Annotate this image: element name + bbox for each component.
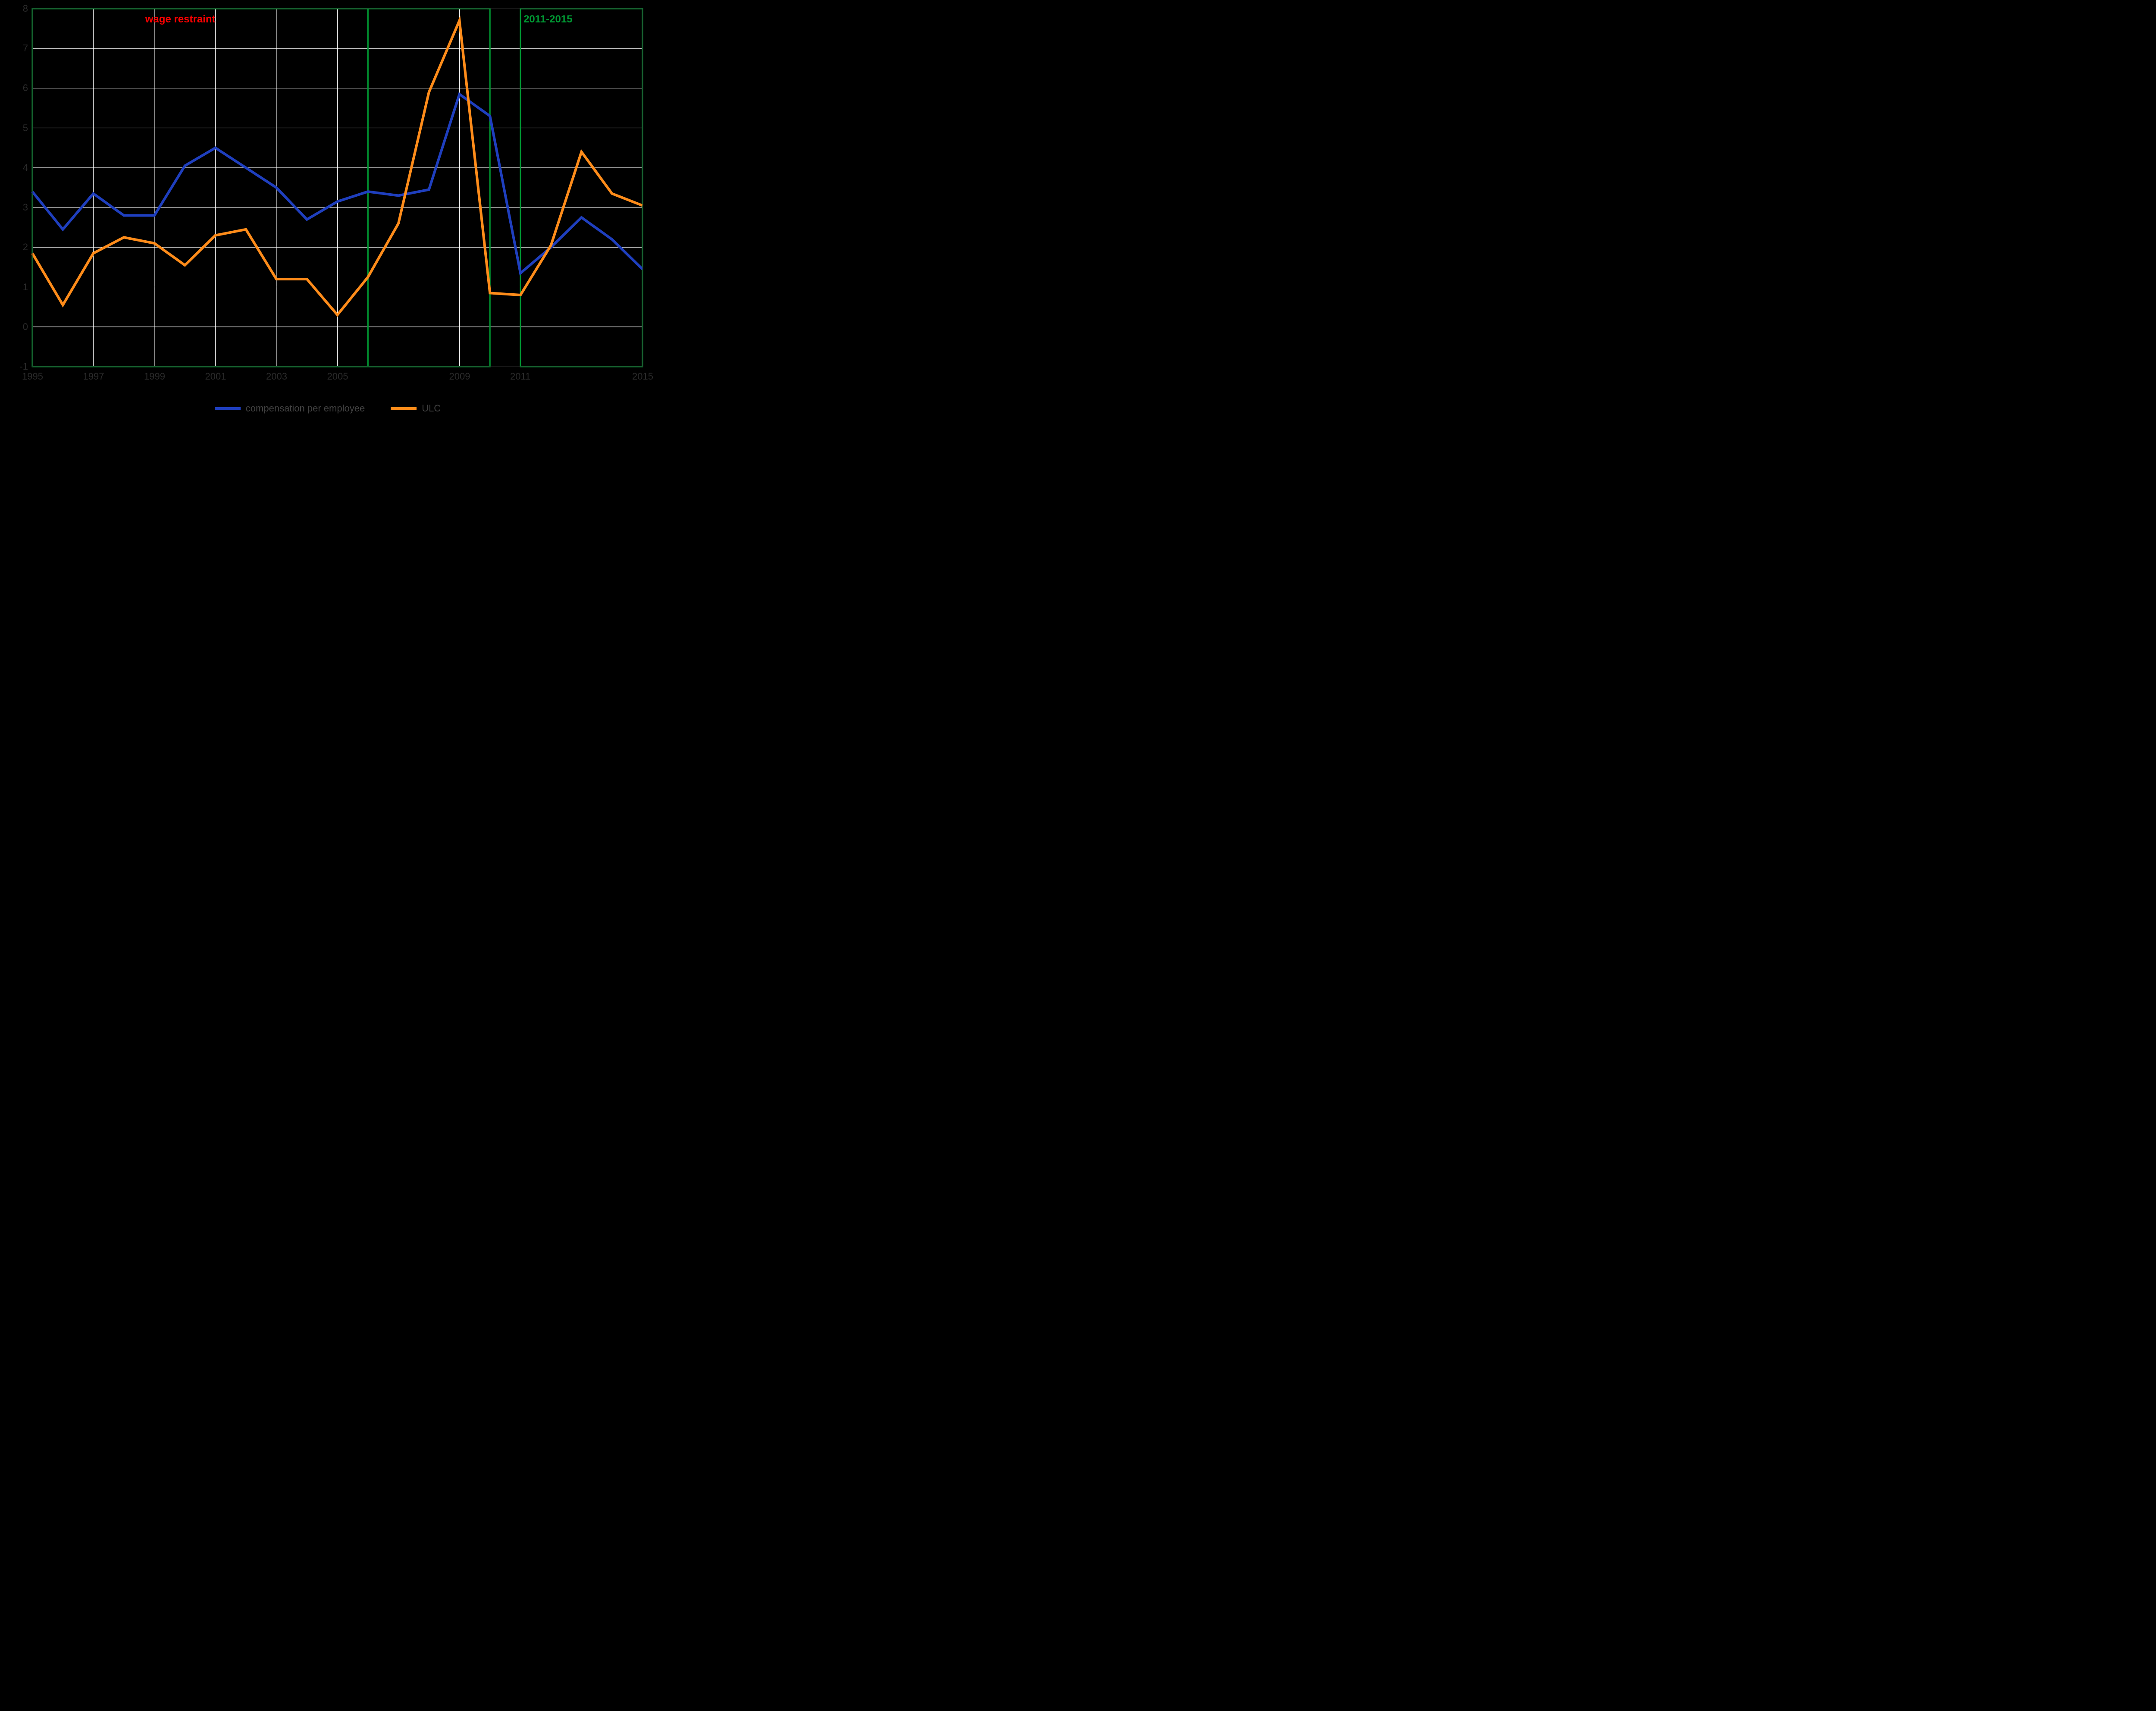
- legend-item: compensation per employee: [215, 403, 365, 414]
- x-tick-label: 2001: [205, 371, 226, 382]
- x-tick-label: 1995: [22, 371, 43, 382]
- y-tick-label: 1: [23, 282, 28, 293]
- legend-swatch: [215, 407, 241, 410]
- x-tick-label: 2005: [327, 371, 348, 382]
- y-tick-label: 3: [23, 202, 28, 213]
- y-tick-label: 4: [23, 162, 28, 173]
- x-tick-label: 2009: [449, 371, 470, 382]
- legend-label: ULC: [422, 403, 441, 414]
- x-tick-label: 1997: [83, 371, 104, 382]
- x-tick-label: 2015: [632, 371, 653, 382]
- x-tick-label: 2003: [266, 371, 287, 382]
- chart-legend: compensation per employee ULC: [0, 401, 655, 414]
- y-tick-label: 6: [23, 82, 28, 94]
- y-tick-label: 5: [23, 122, 28, 134]
- y-tick-label: 7: [23, 43, 28, 54]
- y-tick-label: 8: [23, 3, 28, 14]
- line-chart: [0, 0, 655, 427]
- chart-annotation: 2011-2015: [523, 13, 572, 25]
- y-tick-label: 0: [23, 321, 28, 333]
- legend-item: ULC: [391, 403, 441, 414]
- legend-label: compensation per employee: [246, 403, 365, 414]
- x-tick-label: 2011: [510, 371, 530, 382]
- x-tick-label: 1999: [144, 371, 165, 382]
- y-tick-label: 2: [23, 242, 28, 253]
- chart-annotation: wage restraint: [145, 13, 216, 25]
- chart-container: wage restraint2011-2015 -1012345678 1995…: [0, 0, 655, 427]
- legend-swatch: [391, 407, 417, 410]
